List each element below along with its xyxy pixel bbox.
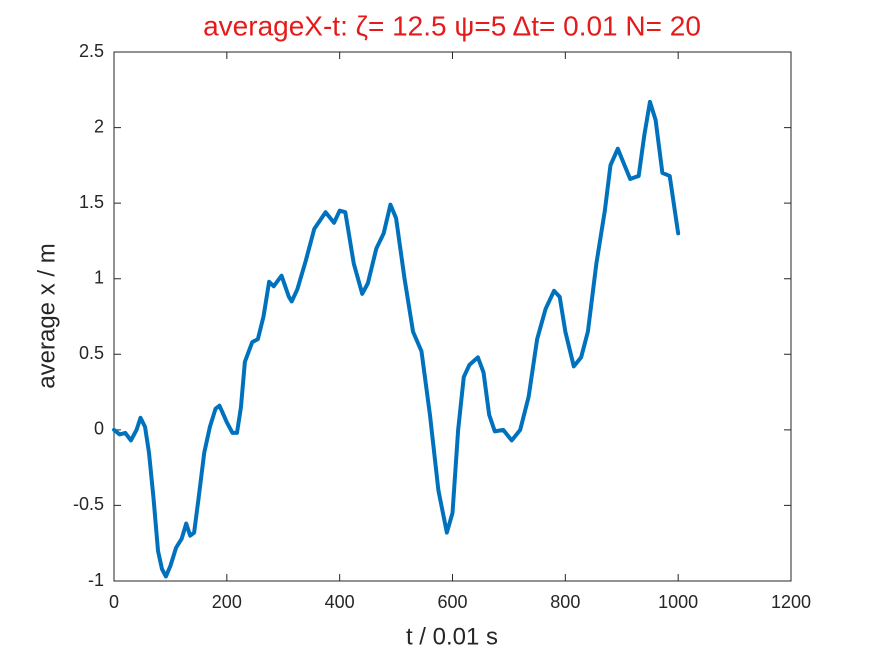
y-tick-label: 1.5 — [79, 192, 104, 212]
y-tick-label: 0 — [94, 419, 104, 439]
x-tick-label: 600 — [437, 592, 467, 612]
data-line — [112, 99, 681, 579]
y-tick-label: 2 — [94, 116, 104, 136]
y-tick-label: 2.5 — [79, 41, 104, 61]
x-tick-label: 400 — [325, 592, 355, 612]
x-tick-label: 200 — [212, 592, 242, 612]
y-tick-label: -0.5 — [73, 494, 104, 514]
y-tick-label: 1 — [94, 267, 104, 287]
chart-title: averageX-t: ζ= 12.5 ψ=5 Δt= 0.01 N= 20 — [203, 10, 701, 41]
x-axis-label: t / 0.01 s — [406, 623, 498, 650]
x-tick-label: 0 — [109, 592, 119, 612]
y-tick-label: 0.5 — [79, 343, 104, 363]
x-tick-label: 800 — [550, 592, 580, 612]
x-tick-label: 1200 — [771, 592, 811, 612]
x-tick-label: 1000 — [658, 592, 698, 612]
y-axis-label: average x / m — [33, 243, 60, 388]
y-tick-label: -1 — [88, 570, 104, 590]
